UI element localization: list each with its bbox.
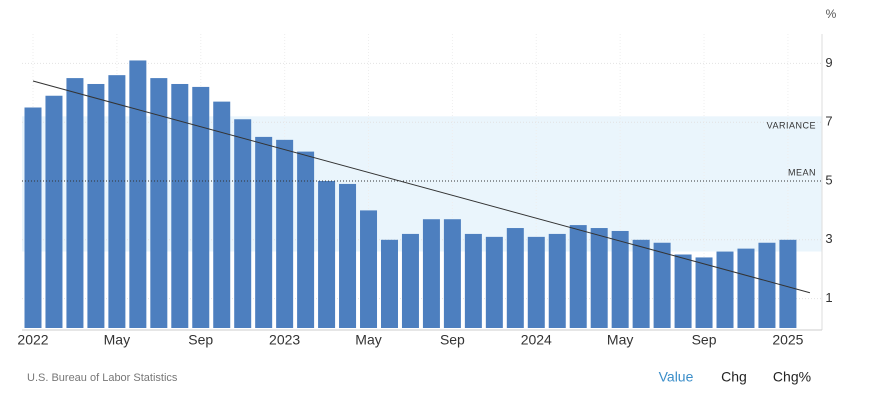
bar <box>737 248 755 328</box>
bar <box>401 233 419 328</box>
x-tick-label: 2022 <box>17 332 48 348</box>
bar <box>758 242 776 328</box>
bar <box>569 225 587 328</box>
bar <box>443 219 461 328</box>
bar <box>24 107 42 328</box>
bar <box>590 228 608 328</box>
x-tick-label: Sep <box>692 332 717 348</box>
bar <box>360 210 378 328</box>
unit-label: % <box>826 7 837 21</box>
x-tick-label: Sep <box>188 332 213 348</box>
x-tick-label: May <box>355 332 381 348</box>
bar <box>213 101 231 329</box>
bar <box>108 75 126 328</box>
bar <box>653 242 671 328</box>
bar <box>674 254 692 328</box>
bar <box>464 233 482 328</box>
bar <box>150 78 168 328</box>
x-tick-label: 2023 <box>269 332 300 348</box>
bar <box>779 239 797 328</box>
bar <box>129 60 147 329</box>
x-tick-label: Sep <box>440 332 465 348</box>
mean-label: MEAN <box>788 167 816 177</box>
bar <box>632 239 650 328</box>
tab[interactable]: Chg% <box>773 369 811 385</box>
bar <box>318 181 336 328</box>
bar <box>171 83 189 328</box>
bar <box>527 236 545 328</box>
bar <box>485 236 503 328</box>
bar <box>422 219 440 328</box>
bar <box>255 136 273 328</box>
x-tick-label: May <box>607 332 633 348</box>
x-tick-label: 2025 <box>772 332 803 348</box>
bar <box>716 251 734 328</box>
y-tick-label: 1 <box>825 290 832 305</box>
bar <box>297 151 315 328</box>
bar <box>611 230 629 328</box>
y-tick-label: 3 <box>825 231 832 246</box>
tab[interactable]: Value <box>659 369 694 385</box>
bar <box>234 119 252 328</box>
bar <box>192 86 210 328</box>
bar <box>45 95 63 329</box>
y-tick-label: 9 <box>825 55 832 70</box>
variance-label: VARIANCE <box>767 121 816 131</box>
bar <box>87 83 105 328</box>
trend-line <box>32 80 811 294</box>
tab[interactable]: Chg <box>721 369 747 385</box>
x-tick-label: 2024 <box>521 332 552 348</box>
bar <box>695 257 713 328</box>
bar <box>339 183 357 328</box>
bar <box>506 228 524 328</box>
bar <box>66 78 84 328</box>
y-tick-label: 5 <box>825 172 832 187</box>
x-tick-label: May <box>104 332 130 348</box>
bar <box>276 139 294 328</box>
bar <box>548 233 566 328</box>
bar <box>380 239 398 328</box>
source: U.S. Bureau of Labor Statistics <box>27 372 178 384</box>
y-tick-label: 7 <box>825 114 832 129</box>
